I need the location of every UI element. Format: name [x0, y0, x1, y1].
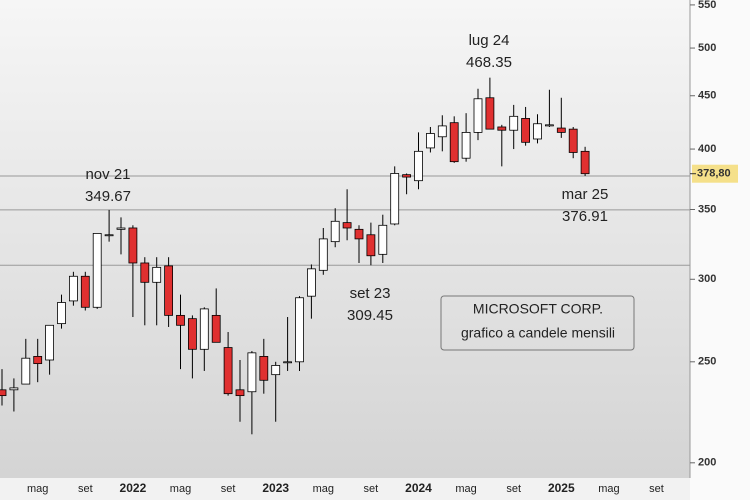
y-tick-label: 550	[698, 0, 716, 11]
last-price-box	[692, 164, 738, 183]
candle-body	[176, 314, 185, 326]
plot-area	[0, 0, 690, 478]
candle-body	[235, 389, 245, 397]
y-tick-label: 450	[698, 90, 716, 102]
x-tick-label: set	[364, 483, 379, 495]
candle-body	[354, 228, 364, 240]
x-tick-label: mag	[170, 483, 191, 495]
x-tick-label: mag	[455, 483, 476, 495]
axis-panel	[690, 0, 750, 500]
candle-body	[9, 387, 19, 391]
candle-body	[152, 266, 162, 283]
x-tick-label: 2024	[405, 481, 432, 495]
x-tick-label: mag	[27, 483, 48, 495]
candle-body	[211, 314, 221, 343]
candle-body	[104, 234, 114, 237]
candle-body	[223, 347, 233, 395]
candle-body	[556, 127, 566, 133]
candle-body	[402, 174, 412, 178]
candle-body	[116, 227, 126, 230]
candle-body	[414, 150, 423, 182]
annotation-value: 468.35	[466, 54, 512, 71]
x-tick-label: 2025	[548, 481, 575, 495]
y-tick-label: 350	[698, 203, 716, 215]
candle-body	[580, 150, 590, 175]
candle-body	[92, 233, 102, 308]
candle-body	[509, 115, 519, 131]
candle-body	[33, 356, 43, 365]
annotation-value: 376.91	[562, 208, 608, 225]
annotation-label: lug 24	[469, 32, 510, 49]
y-tick-label: 400	[698, 143, 716, 155]
candle-body	[164, 265, 174, 316]
candle-body	[140, 262, 150, 283]
x-tick-label: set	[78, 483, 93, 495]
candle-body	[271, 365, 281, 376]
candle-body	[521, 118, 530, 143]
annotation-label: set 23	[350, 285, 391, 302]
candle-body	[295, 297, 304, 363]
candle-body	[69, 275, 78, 302]
candle-body	[497, 126, 507, 131]
x-tick-label: mag	[313, 483, 334, 495]
x-tick-label: 2022	[120, 481, 147, 495]
candle-body	[21, 357, 31, 385]
candle-body	[545, 124, 554, 127]
candle-body	[199, 308, 209, 350]
y-tick-label: 250	[698, 356, 716, 368]
candle-body	[247, 352, 257, 393]
candle-body	[449, 122, 459, 163]
annotation-label: nov 21	[85, 166, 130, 183]
x-tick-label: mag	[598, 483, 619, 495]
candle-body	[485, 97, 495, 130]
candle-body	[306, 268, 316, 297]
candle-body	[342, 222, 352, 229]
annotation-value: 309.45	[347, 307, 393, 324]
candle-body	[283, 361, 293, 364]
y-tick-label: 200	[698, 457, 716, 469]
candle-body	[0, 389, 7, 397]
candle-body	[330, 220, 340, 243]
candle-body	[461, 131, 471, 159]
candle-body	[318, 238, 328, 271]
x-axis-panel	[0, 478, 690, 500]
candle-body	[378, 224, 388, 255]
y-tick-label: 300	[698, 273, 716, 285]
candle-body	[473, 98, 483, 133]
title-box	[440, 295, 635, 351]
annotation-value: 349.67	[85, 188, 131, 205]
candle-body	[390, 173, 400, 225]
x-tick-label: set	[649, 483, 664, 495]
candle-body	[259, 356, 269, 381]
candle-body	[437, 125, 447, 138]
candle-body	[80, 275, 90, 308]
candle-body	[45, 324, 54, 361]
x-tick-label: 2023	[262, 481, 289, 495]
x-tick-label: set	[506, 483, 521, 495]
last-price-label: 378,80	[697, 168, 731, 180]
candle-body	[568, 128, 578, 153]
candle-body	[533, 123, 542, 140]
candle-body	[425, 133, 435, 149]
y-tick-label: 500	[698, 42, 716, 54]
x-tick-label: set	[221, 483, 236, 495]
candle-body	[366, 234, 376, 257]
title-text: grafico a candele mensili	[461, 325, 615, 341]
candle-body	[128, 227, 138, 264]
candle-body	[57, 302, 66, 325]
title-text: MICROSOFT CORP.	[473, 301, 603, 317]
annotation-label: mar 25	[562, 186, 609, 203]
candle-body	[187, 318, 197, 350]
